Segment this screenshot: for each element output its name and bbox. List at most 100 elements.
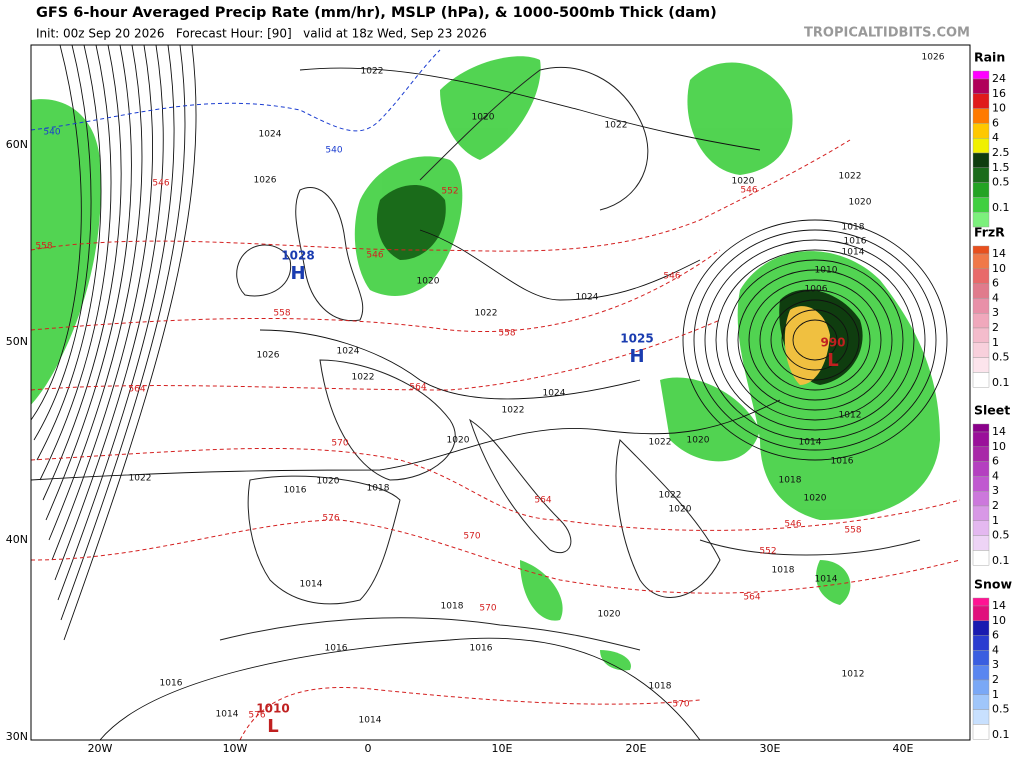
thickness-label: 564 — [743, 593, 760, 603]
isobar-label: 1016 — [844, 237, 867, 247]
legend-label: 0.1 — [992, 728, 1010, 741]
thickness-540-label: 540 — [325, 146, 342, 156]
precip-core — [784, 306, 830, 385]
isobar-curve — [51, 45, 153, 561]
isobar-label: 1016 — [325, 644, 348, 654]
isobar-ring — [737, 269, 893, 411]
lon-label: 10W — [223, 742, 248, 755]
legend-label: 4 — [992, 643, 999, 656]
legend-swatch — [972, 137, 990, 154]
legend-label: 10 — [992, 102, 1006, 115]
isobar-ring — [770, 299, 860, 381]
legend-swatch — [972, 431, 990, 448]
legend-label: 0.5 — [992, 351, 1010, 364]
center-letter: L — [827, 350, 838, 371]
isobar-label: 1020 — [669, 505, 692, 515]
isobar-label: 1022 — [361, 67, 384, 77]
isobar-label: 1016 — [284, 486, 307, 496]
legend-swatch — [972, 283, 990, 299]
thickness-label: 546 — [663, 272, 680, 282]
isobar-label: 1006 — [805, 285, 828, 295]
legend-swatch — [972, 550, 990, 566]
center-value: 990 — [820, 336, 845, 350]
legend-swatch — [972, 635, 990, 651]
legend-label: 1.5 — [992, 161, 1010, 174]
legend-swatch — [972, 476, 990, 492]
axes: 60N 50N 40N 30N 20W 10W 0 10E 20E 30E 40E — [6, 138, 914, 755]
lon-label: 30E — [760, 742, 781, 755]
legend-swatch — [972, 182, 990, 198]
isobar-ring — [693, 229, 937, 451]
isobar-label: 1014 — [216, 710, 239, 720]
legend-swatch — [972, 650, 990, 666]
lat-label: 30N — [6, 730, 28, 743]
legend-swatch — [972, 679, 990, 696]
legend-label: 2 — [992, 673, 999, 686]
isobar-curve — [63, 45, 197, 641]
thickness-label: 546 — [784, 520, 801, 530]
legend: Rain241610642.51.50.50.1FrzR1410643210.5… — [972, 50, 1012, 741]
thickness-label: 558 — [498, 329, 515, 339]
legend-label: 3 — [992, 484, 999, 497]
isobar-label: 1022 — [649, 438, 672, 448]
legend-swatch — [972, 152, 990, 169]
isobar-ring — [748, 279, 882, 401]
isobar-label: 1018 — [772, 566, 795, 576]
center-letter: L — [267, 716, 278, 737]
isobar-curve — [31, 399, 781, 481]
isobar-label: 1024 — [576, 293, 599, 303]
lat-label: 40N — [6, 533, 28, 546]
legend-title: Rain — [974, 50, 1005, 65]
legend-swatch — [972, 461, 990, 477]
legend-swatch — [972, 342, 990, 358]
legend-label: 10 — [992, 440, 1006, 453]
isobar-label: 1026 — [257, 351, 280, 361]
thickness-label: 546 — [740, 186, 757, 196]
legend-label: 0.5 — [992, 703, 1010, 716]
isobar-ring — [715, 249, 915, 431]
legend-swatch — [972, 605, 990, 622]
legend-label: 1 — [992, 514, 999, 527]
precip-heavy — [376, 185, 446, 260]
isobar-label: 1024 — [337, 347, 360, 357]
isobar-curve — [419, 229, 701, 301]
thickness-label: 558 — [35, 242, 52, 252]
isobar-label: 1022 — [605, 121, 628, 131]
legend-swatch — [972, 446, 990, 462]
isobar-label: 1020 — [472, 113, 495, 123]
isobar-label: 1022 — [659, 491, 682, 501]
thickness-label: 576 — [248, 711, 265, 721]
isobar-label: 1012 — [842, 670, 865, 680]
thickness-label: 564 — [128, 385, 145, 395]
center-value: 1028 — [281, 249, 314, 263]
legend-swatch — [972, 298, 990, 314]
isobar-curve — [39, 45, 112, 481]
legend-swatch — [972, 93, 990, 109]
legend-label: 16 — [992, 87, 1006, 100]
legend-label: 2 — [992, 499, 999, 512]
isobar-label: 1016 — [160, 679, 183, 689]
isobar-ring — [682, 219, 948, 461]
thickness-label: 564 — [534, 496, 551, 506]
thickness-label: 558 — [844, 526, 861, 536]
thickness-label: 570 — [672, 700, 689, 710]
isobar-label: 1022 — [475, 309, 498, 319]
legend-swatch — [972, 597, 990, 607]
legend-swatch — [972, 505, 990, 522]
thickness-label: 546 — [152, 179, 169, 189]
isobar-ring — [726, 259, 904, 421]
subtitle: Init: 00z Sep 20 2026 Forecast Hour: [90… — [36, 27, 487, 41]
legend-swatch — [972, 253, 990, 270]
isobar-label: 1020 — [732, 177, 755, 187]
isobar-label: 1018 — [779, 476, 802, 486]
thickness-label: 570 — [463, 532, 480, 542]
legend-label: 1 — [992, 336, 999, 349]
legend-swatch — [972, 520, 990, 536]
lat-label: 60N — [6, 138, 28, 151]
legend-swatch — [972, 197, 990, 213]
legend-label: 6 — [992, 277, 999, 290]
watermark: TROPICALTIDBITS.COM — [804, 26, 970, 41]
legend-swatch — [972, 372, 990, 388]
